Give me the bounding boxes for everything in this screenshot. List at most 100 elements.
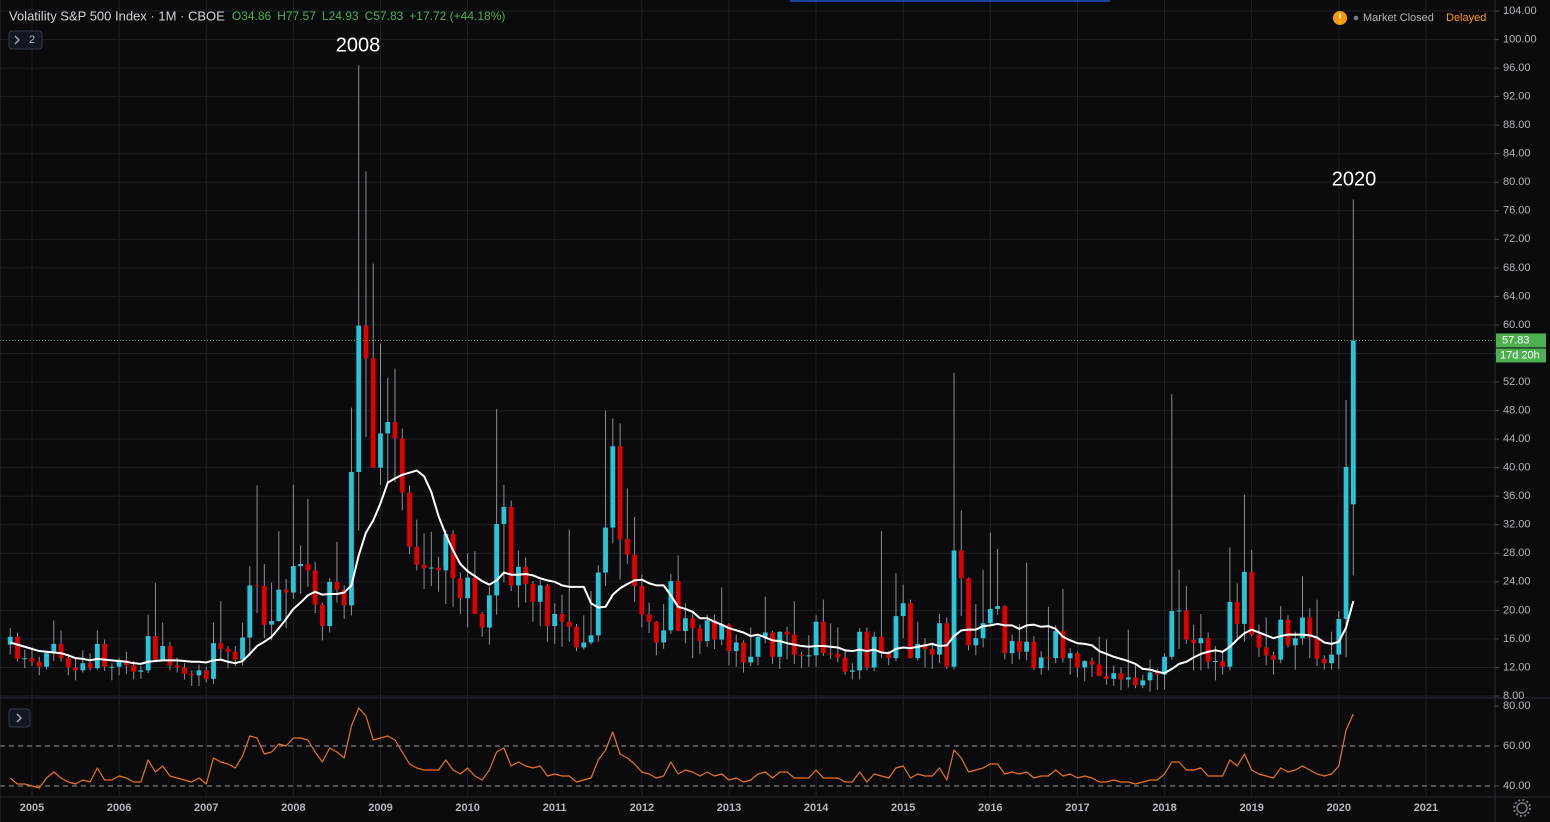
x-tick-label: 2006 bbox=[107, 802, 131, 814]
candle-body bbox=[624, 539, 630, 555]
candle-body bbox=[58, 643, 64, 659]
y-tick-label: 8.00 bbox=[1503, 690, 1524, 702]
candle-body bbox=[7, 636, 13, 645]
candle-body bbox=[436, 567, 441, 571]
candle-body bbox=[363, 325, 369, 359]
x-tick-label: 2012 bbox=[630, 802, 654, 814]
candle-body bbox=[356, 325, 362, 472]
candle-body bbox=[1234, 601, 1240, 624]
x-tick-label: 2009 bbox=[368, 802, 392, 814]
candle-body bbox=[1212, 661, 1218, 663]
candle-body bbox=[1321, 658, 1327, 664]
candle-body bbox=[879, 636, 884, 654]
candle-body bbox=[240, 637, 245, 660]
countdown-box bbox=[1496, 348, 1546, 363]
close-label: C57.83 bbox=[365, 9, 404, 23]
candle-body bbox=[1198, 638, 1204, 644]
y-tick-label: 16.00 bbox=[1503, 633, 1531, 645]
candle-body bbox=[893, 616, 899, 659]
rsi-line bbox=[9, 707, 1354, 789]
candle-body bbox=[370, 358, 376, 468]
candle-body bbox=[828, 653, 834, 655]
y-tick-label: 48.00 bbox=[1503, 404, 1531, 416]
candle-body bbox=[1096, 664, 1102, 677]
candle-body bbox=[428, 567, 434, 569]
x-tick-label: 2011 bbox=[543, 802, 567, 814]
candle-body bbox=[1002, 606, 1008, 654]
candle-body bbox=[733, 642, 739, 652]
candle-body bbox=[581, 642, 587, 648]
candle-body bbox=[552, 613, 558, 627]
y-tick-label: 36.00 bbox=[1503, 490, 1531, 502]
candle-body bbox=[559, 613, 565, 622]
candle-body bbox=[842, 657, 848, 672]
candle-body bbox=[770, 632, 775, 657]
candle-body bbox=[290, 566, 296, 593]
x-tick-label: 2013 bbox=[717, 802, 741, 814]
candle-body bbox=[443, 534, 449, 571]
x-tick-label: 2010 bbox=[455, 802, 479, 814]
candle-body bbox=[276, 589, 282, 622]
candle-body bbox=[160, 646, 166, 660]
candle-body bbox=[196, 670, 202, 676]
candle-body bbox=[283, 589, 289, 593]
top-highlight bbox=[790, 0, 1110, 2]
candle-body bbox=[109, 666, 115, 668]
candle-body bbox=[145, 636, 151, 671]
candle-body bbox=[349, 471, 354, 606]
open-label: O34.86 bbox=[232, 9, 272, 23]
candle-body bbox=[385, 422, 391, 434]
candle-body bbox=[777, 631, 783, 657]
gear-ring[interactable] bbox=[1516, 802, 1528, 814]
rsi-y-tick-label: 60.00 bbox=[1503, 740, 1531, 752]
candle-body bbox=[632, 554, 637, 587]
rsi-toggle[interactable] bbox=[8, 708, 31, 728]
candle-body bbox=[929, 648, 935, 655]
candle-body bbox=[1249, 571, 1255, 635]
candle-body bbox=[457, 578, 463, 599]
candle-body bbox=[508, 506, 514, 586]
candle-body bbox=[182, 667, 187, 674]
settings-icon[interactable] bbox=[1513, 799, 1531, 817]
y-tick-label: 80.00 bbox=[1503, 176, 1531, 188]
candle-body bbox=[1307, 617, 1313, 638]
x-tick-label: 2005 bbox=[20, 802, 44, 814]
candle-body bbox=[900, 603, 906, 617]
candle-body bbox=[1082, 661, 1088, 668]
x-tick-label: 2008 bbox=[281, 802, 305, 814]
countdown-label: 17d 20h bbox=[1500, 349, 1540, 361]
y-tick-label: 32.00 bbox=[1503, 519, 1531, 531]
candle-body bbox=[94, 643, 100, 669]
status-icon-dot bbox=[1339, 21, 1341, 23]
candle-body bbox=[1183, 610, 1189, 640]
candle-body bbox=[1067, 653, 1073, 659]
candle-body bbox=[646, 614, 652, 622]
y-tick-label: 92.00 bbox=[1503, 91, 1531, 103]
indicator-toggle-box[interactable] bbox=[8, 30, 43, 50]
candle-body bbox=[595, 572, 601, 636]
candle-body bbox=[189, 673, 195, 676]
y-tick-label: 28.00 bbox=[1503, 547, 1531, 559]
candle-body bbox=[886, 653, 892, 659]
indicator-toggle[interactable]: 2 bbox=[8, 30, 43, 50]
candle-body bbox=[15, 636, 20, 659]
y-tick-label: 60.00 bbox=[1503, 319, 1531, 331]
candle-body bbox=[1009, 641, 1015, 654]
chevron-icon bbox=[16, 713, 22, 723]
x-tick-label: 2007 bbox=[194, 802, 218, 814]
rsi-toggle-box[interactable] bbox=[8, 708, 31, 728]
candle-body bbox=[835, 653, 841, 658]
y-tick-label: 104.00 bbox=[1503, 5, 1537, 17]
candle-body bbox=[327, 581, 333, 627]
candle-body bbox=[617, 446, 623, 540]
moving-average-line bbox=[9, 469, 1355, 675]
candle-body bbox=[1104, 676, 1109, 679]
candle-body bbox=[312, 570, 318, 605]
candle-body bbox=[574, 626, 579, 648]
x-tick-label: 2016 bbox=[978, 802, 1002, 814]
gear-teeth bbox=[1513, 799, 1531, 817]
candle-body bbox=[80, 663, 86, 671]
candle-body bbox=[1300, 617, 1305, 639]
candle-body bbox=[849, 670, 855, 672]
